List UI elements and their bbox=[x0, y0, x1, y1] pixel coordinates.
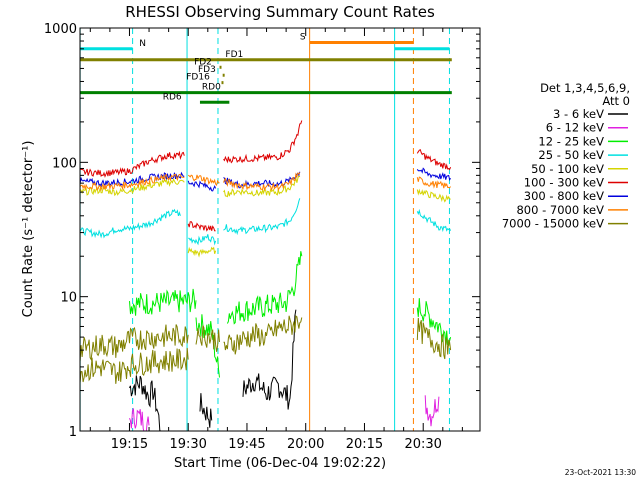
y-axis-label: Count Rate (s⁻¹ detector⁻¹) bbox=[21, 141, 36, 318]
series-line-5-1 bbox=[187, 221, 216, 232]
y-tick-label-1: 10 bbox=[60, 291, 77, 306]
series-7 bbox=[80, 172, 451, 192]
series-line-3-3 bbox=[416, 208, 452, 233]
y-tick-label-0: 1 bbox=[69, 425, 77, 440]
series-line-6-3 bbox=[416, 167, 452, 181]
series-line-5-0 bbox=[80, 150, 185, 178]
y-tick-label-2: 100 bbox=[52, 156, 77, 171]
series-line-2-3 bbox=[416, 298, 452, 347]
x-axis-label: Start Time (06-Dec-04 19:02:22) bbox=[174, 456, 386, 471]
series-line-6-1 bbox=[187, 180, 217, 192]
series-line-5-2 bbox=[223, 120, 303, 164]
series-line-8-1 bbox=[80, 347, 189, 384]
series-0 bbox=[129, 309, 297, 431]
legend-header-1: Att 0 bbox=[602, 94, 630, 108]
legend-label-5: 100 - 300 keV bbox=[524, 176, 604, 190]
series-line-0-2 bbox=[242, 309, 297, 410]
flag-label-5: FD16 bbox=[186, 73, 210, 83]
series-1 bbox=[129, 395, 440, 431]
series-line-4-1 bbox=[187, 246, 217, 258]
series-line-0-1 bbox=[199, 393, 213, 428]
series-line-7-1 bbox=[187, 174, 220, 187]
series-line-4-3 bbox=[416, 188, 451, 203]
plot-area bbox=[80, 28, 452, 431]
series-3 bbox=[80, 198, 452, 246]
flag-label-3: FD2 bbox=[194, 57, 212, 67]
series-line-8-0 bbox=[80, 324, 189, 361]
legend-label-1: 6 - 12 keV bbox=[546, 121, 604, 135]
series-line-8-2 bbox=[195, 325, 220, 352]
legend-label-7: 800 - 7000 keV bbox=[516, 203, 604, 217]
x-tick-label-1: 19:30 bbox=[169, 437, 206, 452]
series-5 bbox=[80, 120, 452, 232]
legend-label-8: 7000 - 15000 keV bbox=[502, 217, 604, 231]
series-line-5-3 bbox=[416, 148, 452, 171]
series-line-4-0 bbox=[80, 177, 185, 197]
flag-label-1: S bbox=[300, 32, 306, 42]
series-line-3-1 bbox=[188, 234, 217, 246]
legend-label-2: 12 - 25 keV bbox=[538, 134, 604, 148]
series-4 bbox=[80, 174, 451, 258]
legend-label-6: 300 - 800 keV bbox=[524, 189, 604, 203]
legend-label-3: 25 - 50 keV bbox=[538, 148, 604, 162]
series-line-7-2 bbox=[223, 172, 301, 192]
series-line-4-2 bbox=[223, 174, 301, 198]
series-line-7-3 bbox=[416, 176, 451, 189]
legend-header-0: Det 1,3,4,5,6,9, bbox=[540, 81, 630, 95]
y-axis-ticks: 1 10 100 1000 bbox=[44, 22, 480, 440]
x-tick-label-5: 20:30 bbox=[404, 437, 441, 452]
x-tick-label-2: 19:45 bbox=[228, 437, 265, 452]
chart-title: RHESSI Observing Summary Count Rates bbox=[125, 3, 435, 21]
x-tick-label-4: 20:15 bbox=[346, 437, 383, 452]
flag-label-2: FD1 bbox=[225, 50, 243, 60]
flag-label-4: FD3 bbox=[198, 65, 216, 75]
x-tick-label-0: 19:15 bbox=[111, 437, 148, 452]
legend-label-0: 3 - 6 keV bbox=[553, 107, 604, 121]
series-line-2-0 bbox=[129, 288, 197, 316]
flag-label-7: RD6 bbox=[163, 92, 182, 102]
series-line-8-3 bbox=[223, 315, 303, 355]
x-axis-ticks: 19:15 19:30 19:45 20:00 20:15 20:30 bbox=[89, 28, 463, 452]
series-8 bbox=[80, 315, 452, 384]
plot-frame bbox=[79, 27, 481, 432]
series-line-1-0 bbox=[129, 408, 150, 431]
series-line-7-0 bbox=[80, 173, 185, 192]
footer-timestamp: 23-Oct-2021 13:30 bbox=[565, 468, 636, 477]
legend-label-4: 50 - 100 keV bbox=[531, 162, 604, 176]
x-tick-label-3: 20:00 bbox=[287, 437, 324, 452]
series-line-8-4 bbox=[416, 317, 452, 360]
series-line-3-2 bbox=[223, 198, 301, 236]
y-tick-label-3: 1000 bbox=[44, 22, 77, 37]
flag-label-6: RD0 bbox=[202, 83, 221, 93]
flag-label-0: N bbox=[139, 39, 146, 49]
series-line-3-0 bbox=[80, 208, 181, 239]
series-line-1-1 bbox=[424, 395, 440, 427]
series-line-2-2 bbox=[226, 251, 303, 325]
series-line-0-0 bbox=[129, 375, 162, 431]
